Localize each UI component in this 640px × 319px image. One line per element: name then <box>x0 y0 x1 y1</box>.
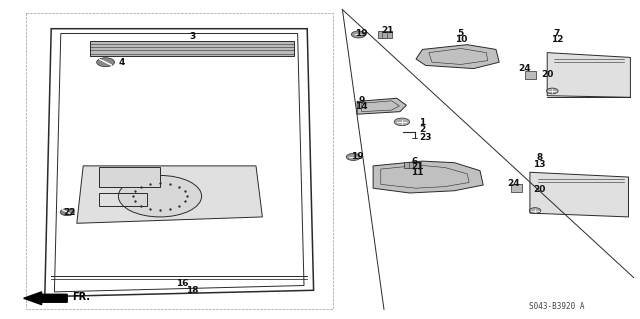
Text: 22: 22 <box>63 208 76 217</box>
Polygon shape <box>416 45 499 69</box>
Bar <box>525 71 536 79</box>
Polygon shape <box>547 53 630 97</box>
Bar <box>404 162 419 168</box>
Text: 7: 7 <box>554 29 560 38</box>
Circle shape <box>118 175 202 217</box>
Text: 24: 24 <box>508 179 520 188</box>
Text: 9: 9 <box>358 96 365 105</box>
Text: 24: 24 <box>518 64 531 73</box>
Bar <box>99 193 147 206</box>
Text: 8: 8 <box>536 153 543 162</box>
Text: 13: 13 <box>533 160 546 169</box>
Text: 20: 20 <box>541 70 554 79</box>
Text: 23: 23 <box>419 133 432 142</box>
Text: FR.: FR. <box>72 292 90 302</box>
Text: 10: 10 <box>454 35 467 44</box>
Bar <box>99 167 160 187</box>
Text: 12: 12 <box>550 35 563 44</box>
Text: 19: 19 <box>355 29 368 38</box>
Bar <box>511 184 522 192</box>
Text: 20: 20 <box>533 185 546 194</box>
Text: 21: 21 <box>411 162 424 171</box>
Circle shape <box>97 58 115 67</box>
Text: 5: 5 <box>458 29 464 38</box>
Text: 18: 18 <box>186 286 198 295</box>
Text: S043-B3920 A: S043-B3920 A <box>529 302 584 311</box>
Text: 11: 11 <box>411 168 424 177</box>
FancyArrow shape <box>24 292 67 305</box>
Circle shape <box>529 208 541 213</box>
Text: 16: 16 <box>176 279 189 288</box>
Circle shape <box>60 209 74 216</box>
Text: 14: 14 <box>355 102 368 111</box>
Polygon shape <box>90 41 294 56</box>
Text: 3: 3 <box>189 32 195 41</box>
Text: 2: 2 <box>419 125 426 134</box>
Circle shape <box>346 153 360 160</box>
Text: 4: 4 <box>118 58 125 67</box>
Bar <box>378 31 392 38</box>
Polygon shape <box>373 161 483 193</box>
Polygon shape <box>530 172 628 217</box>
Text: 6: 6 <box>412 157 418 166</box>
Text: 1: 1 <box>419 118 426 127</box>
Polygon shape <box>357 98 406 114</box>
Text: 19: 19 <box>351 152 364 161</box>
Circle shape <box>394 118 410 126</box>
Circle shape <box>351 31 365 38</box>
Text: 21: 21 <box>381 26 394 35</box>
Circle shape <box>547 88 558 94</box>
Polygon shape <box>77 166 262 223</box>
